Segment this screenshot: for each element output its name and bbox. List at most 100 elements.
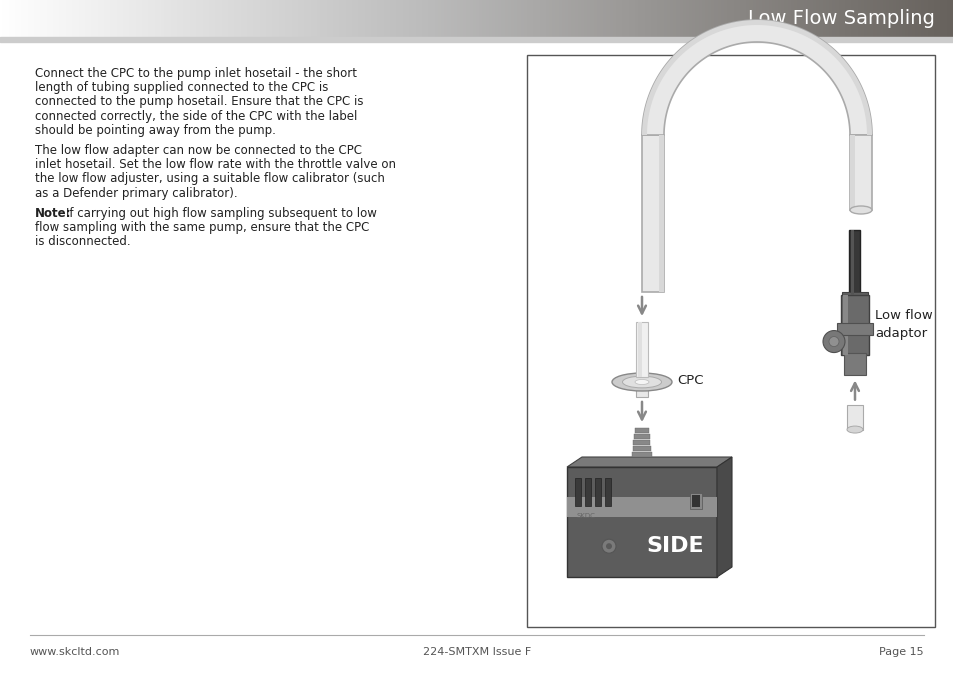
Bar: [470, 0, 474, 37]
Bar: [331, 0, 334, 37]
Bar: [893, 0, 896, 37]
Bar: [670, 0, 674, 37]
Text: Low Flow Sampling: Low Flow Sampling: [747, 9, 934, 28]
Bar: [413, 0, 416, 37]
Bar: [867, 0, 870, 37]
Bar: [293, 0, 295, 37]
Bar: [359, 0, 362, 37]
Bar: [22, 0, 26, 37]
Bar: [29, 0, 31, 37]
Bar: [784, 0, 788, 37]
Bar: [203, 0, 207, 37]
Bar: [820, 0, 822, 37]
Bar: [633, 440, 650, 445]
Ellipse shape: [622, 376, 660, 388]
Bar: [26, 0, 29, 37]
Bar: [718, 0, 721, 37]
Text: should be pointing away from the pump.: should be pointing away from the pump.: [35, 124, 275, 137]
Bar: [89, 0, 92, 37]
Bar: [200, 0, 203, 37]
Bar: [639, 0, 641, 37]
Bar: [769, 0, 772, 37]
Bar: [543, 0, 546, 37]
Bar: [779, 0, 781, 37]
Bar: [905, 0, 908, 37]
Bar: [131, 0, 133, 37]
Bar: [136, 0, 140, 37]
Bar: [562, 0, 565, 37]
Bar: [626, 0, 629, 37]
Bar: [353, 0, 355, 37]
Bar: [667, 0, 670, 37]
Text: The low flow adapter can now be connected to the CPC: The low flow adapter can now be connecte…: [35, 144, 361, 157]
Bar: [407, 0, 410, 37]
Bar: [629, 0, 632, 37]
Polygon shape: [641, 20, 871, 135]
Bar: [775, 0, 779, 37]
Bar: [883, 0, 886, 37]
Bar: [174, 0, 178, 37]
Bar: [162, 0, 165, 37]
Bar: [474, 0, 476, 37]
Bar: [483, 0, 486, 37]
Bar: [607, 0, 610, 37]
Polygon shape: [641, 20, 871, 135]
Bar: [397, 0, 400, 37]
Bar: [870, 0, 874, 37]
Bar: [794, 0, 798, 37]
Text: the low flow adjuster, using a suitable flow calibrator (such: the low flow adjuster, using a suitable …: [35, 173, 384, 185]
Bar: [740, 0, 743, 37]
Bar: [41, 0, 45, 37]
Bar: [791, 0, 794, 37]
Bar: [724, 0, 727, 37]
Bar: [941, 0, 943, 37]
Bar: [734, 0, 737, 37]
Bar: [603, 0, 607, 37]
Bar: [295, 0, 298, 37]
Bar: [264, 0, 267, 37]
Bar: [836, 322, 872, 334]
Bar: [946, 0, 950, 37]
Bar: [343, 0, 346, 37]
Bar: [381, 0, 384, 37]
Bar: [641, 0, 645, 37]
Bar: [902, 0, 905, 37]
Bar: [391, 0, 394, 37]
Bar: [880, 0, 883, 37]
Ellipse shape: [635, 380, 648, 385]
Text: Note:: Note:: [35, 206, 71, 220]
Bar: [302, 0, 305, 37]
Bar: [73, 0, 76, 37]
Text: connected correctly, the side of the CPC with the label: connected correctly, the side of the CPC…: [35, 110, 357, 123]
Bar: [238, 0, 241, 37]
Bar: [308, 0, 312, 37]
Bar: [651, 0, 655, 37]
Bar: [727, 0, 731, 37]
Bar: [715, 0, 718, 37]
Bar: [753, 0, 756, 37]
Bar: [851, 0, 855, 37]
Bar: [591, 0, 594, 37]
Bar: [403, 0, 407, 37]
Bar: [146, 0, 150, 37]
Bar: [826, 0, 829, 37]
Bar: [550, 0, 553, 37]
Bar: [756, 0, 760, 37]
Bar: [581, 0, 584, 37]
Bar: [813, 0, 817, 37]
Bar: [617, 0, 619, 37]
Bar: [350, 0, 353, 37]
Circle shape: [601, 539, 616, 553]
Bar: [219, 0, 222, 37]
Bar: [324, 0, 327, 37]
Bar: [908, 0, 912, 37]
Bar: [610, 0, 613, 37]
Bar: [622, 0, 626, 37]
Bar: [566, 497, 717, 517]
Bar: [229, 0, 232, 37]
Bar: [51, 0, 54, 37]
Bar: [108, 0, 112, 37]
Bar: [267, 0, 270, 37]
Bar: [524, 0, 527, 37]
Bar: [169, 0, 172, 37]
